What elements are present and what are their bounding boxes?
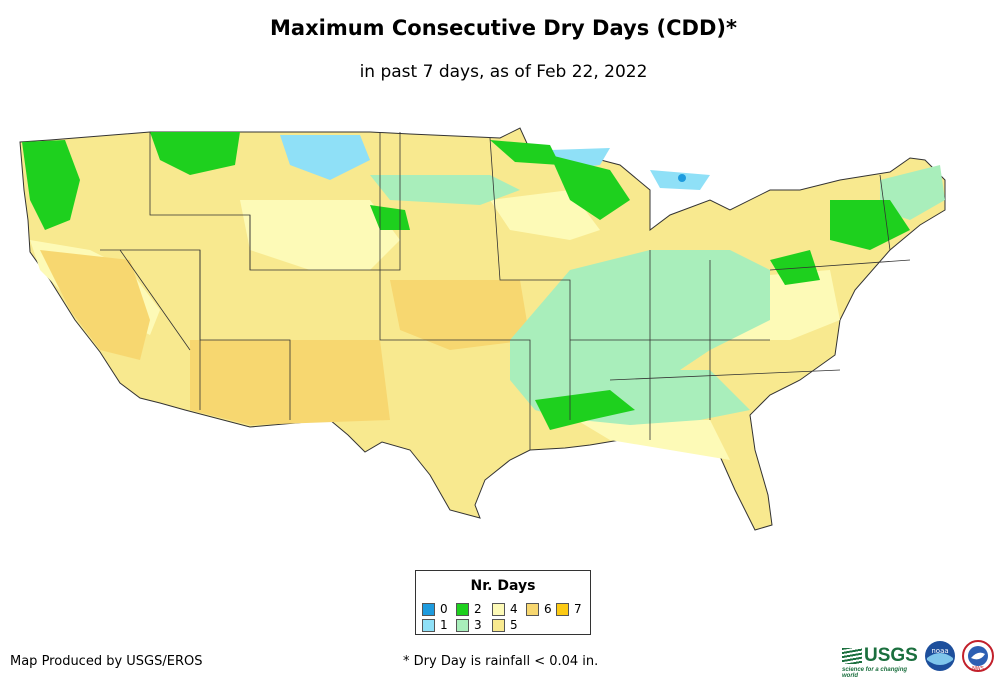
- legend-item: 6: [526, 602, 552, 616]
- legend-swatch: [422, 618, 435, 632]
- legend-item: 3: [456, 618, 482, 632]
- svg-text:NWS: NWS: [972, 666, 984, 672]
- legend-item: 7: [556, 602, 582, 616]
- legend-swatch: [492, 618, 505, 632]
- legend-title: Nr. Days: [470, 578, 536, 594]
- region-1-day: [280, 135, 370, 180]
- usgs-logo: USGS science for a changing world: [842, 645, 918, 679]
- legend-item: 0: [422, 602, 448, 616]
- agency-logos: USGS science for a changing world noaa N…: [842, 640, 994, 679]
- legend-swatch: [456, 618, 469, 632]
- legend-swatch: [556, 602, 569, 616]
- legend-item: 2: [456, 602, 482, 616]
- region-2-days: [22, 140, 80, 230]
- dry-day-footnote: * Dry Day is rainfall < 0.04 in.: [403, 654, 599, 669]
- legend-item: 4: [492, 602, 518, 616]
- usgs-mark-icon: [842, 648, 862, 664]
- map-subtitle: in past 7 days, as of Feb 22, 2022: [359, 62, 648, 82]
- legend-swatch: [422, 602, 435, 616]
- legend-swatch: [526, 602, 539, 616]
- legend-item: 5: [492, 618, 518, 632]
- legend-swatch: [456, 602, 469, 616]
- map-credit: Map Produced by USGS/EROS: [10, 654, 203, 669]
- noaa-logo: noaa: [924, 641, 955, 671]
- us-cdd-map: [19, 127, 946, 531]
- legend-swatch: [492, 602, 505, 616]
- svg-text:noaa: noaa: [931, 647, 948, 655]
- nws-logo: NWS: [961, 640, 994, 672]
- legend-item: 1: [422, 618, 448, 632]
- map-title: Maximum Consecutive Dry Days (CDD)*: [270, 16, 737, 40]
- legend: Nr. Days 0 1 2 3 4 5 6 7: [415, 570, 591, 635]
